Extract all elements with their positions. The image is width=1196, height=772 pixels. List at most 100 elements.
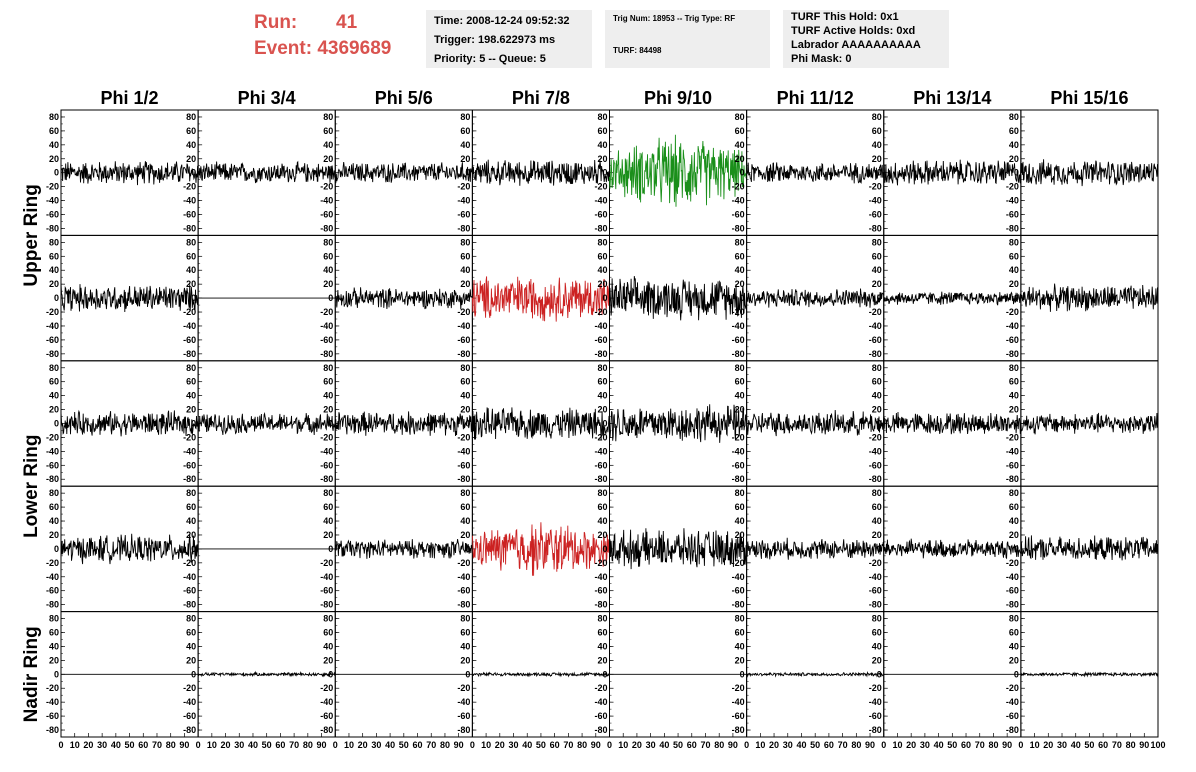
waveform-trace bbox=[746, 537, 885, 560]
y-tick-label: -20 bbox=[183, 558, 196, 568]
waveform-trace bbox=[1020, 283, 1159, 312]
y-tick-label: 80 bbox=[323, 237, 333, 247]
y-tick-label: -80 bbox=[594, 474, 607, 484]
column-title: Phi 5/6 bbox=[375, 88, 433, 108]
y-tick-label: 60 bbox=[186, 502, 196, 512]
y-tick-label: 40 bbox=[872, 391, 882, 401]
x-tick-label: 50 bbox=[673, 740, 683, 750]
y-tick-label: 40 bbox=[323, 265, 333, 275]
y-tick-label: -60 bbox=[869, 711, 882, 721]
waveform-panel: 80 60 40 20 0 -20 -40 -60 -80 bbox=[457, 611, 610, 738]
y-tick-label: 80 bbox=[1009, 488, 1019, 498]
y-tick-label: 20 bbox=[1009, 405, 1019, 415]
waveform-trace bbox=[197, 670, 336, 678]
x-tick-label: 10 bbox=[344, 740, 354, 750]
x-tick-label: 10 bbox=[892, 740, 902, 750]
y-tick-label: 80 bbox=[1009, 237, 1019, 247]
ring-label: Upper Ring bbox=[21, 184, 42, 286]
y-tick-label: 20 bbox=[460, 154, 470, 164]
y-tick-label: -80 bbox=[457, 349, 470, 359]
y-tick-label: 60 bbox=[323, 628, 333, 638]
waveform-trace bbox=[883, 159, 1022, 186]
waveform-trace bbox=[60, 409, 199, 437]
y-tick-label: 80 bbox=[735, 112, 745, 122]
y-tick-label: -80 bbox=[732, 600, 745, 610]
y-tick-label: 60 bbox=[186, 628, 196, 638]
y-tick-label: 0 bbox=[191, 419, 196, 429]
y-tick-label: -20 bbox=[320, 558, 333, 568]
y-tick-label: 40 bbox=[735, 391, 745, 401]
y-tick-label: -60 bbox=[732, 711, 745, 721]
y-tick-label: -20 bbox=[594, 182, 607, 192]
run-value: 41 bbox=[336, 12, 358, 33]
y-tick-label: -60 bbox=[594, 335, 607, 345]
y-tick-label: 20 bbox=[597, 279, 607, 289]
y-tick-label: -40 bbox=[320, 321, 333, 331]
y-tick-label: -60 bbox=[869, 460, 882, 470]
y-tick-label: -40 bbox=[732, 697, 745, 707]
y-tick-label: 20 bbox=[323, 655, 333, 665]
x-tick-label: 50 bbox=[125, 740, 135, 750]
y-tick-label: 20 bbox=[186, 279, 196, 289]
y-tick-label: 60 bbox=[49, 628, 59, 638]
x-tick-label: 90 bbox=[865, 740, 875, 750]
y-tick-label: -40 bbox=[183, 446, 196, 456]
waveform-panel: 80 60 40 20 0 -20 -40 -60 -80 bbox=[869, 485, 1022, 613]
x-tick-label: 100 bbox=[1150, 740, 1165, 750]
waveform-trace bbox=[1020, 535, 1159, 561]
y-tick-label: -40 bbox=[457, 321, 470, 331]
turf-info-box: TURF This Hold: 0x1 TURF Active Holds: 0… bbox=[783, 10, 949, 68]
column-title: Phi 1/2 bbox=[101, 88, 159, 108]
y-tick-label: -80 bbox=[46, 223, 59, 233]
x-tick-label: 90 bbox=[1139, 740, 1149, 750]
waveform-trace bbox=[334, 411, 473, 437]
x-tick-label: 0 bbox=[58, 740, 63, 750]
y-tick-label: 20 bbox=[49, 530, 59, 540]
y-tick-label: -40 bbox=[320, 196, 333, 206]
y-tick-label: -20 bbox=[320, 307, 333, 317]
y-tick-label: 40 bbox=[735, 516, 745, 526]
y-tick-label: 0 bbox=[465, 669, 470, 679]
y-tick-label: 0 bbox=[465, 544, 470, 554]
y-tick-label: 80 bbox=[597, 237, 607, 247]
y-tick-label: 60 bbox=[1009, 502, 1019, 512]
y-tick-label: 0 bbox=[877, 419, 882, 429]
x-tick-label: 80 bbox=[440, 740, 450, 750]
y-tick-label: -40 bbox=[869, 321, 882, 331]
x-tick-label: 30 bbox=[920, 740, 930, 750]
x-tick-label: 70 bbox=[289, 740, 299, 750]
labrador-text: Labrador AAAAAAAAAA bbox=[791, 39, 921, 51]
y-tick-label: 60 bbox=[1009, 628, 1019, 638]
y-tick-label: -20 bbox=[46, 307, 59, 317]
x-tick-label: 0 bbox=[881, 740, 886, 750]
y-tick-label: 80 bbox=[460, 237, 470, 247]
y-tick-label: 60 bbox=[49, 126, 59, 136]
x-tick-label: 20 bbox=[1043, 740, 1053, 750]
y-tick-label: 80 bbox=[49, 363, 59, 373]
waveform-panel: 80 60 40 20 0 -20 -40 -60 -80 bbox=[869, 234, 1022, 362]
x-tick-label: 80 bbox=[1126, 740, 1136, 750]
x-tick-label: 30 bbox=[783, 740, 793, 750]
y-tick-label: 60 bbox=[735, 251, 745, 261]
waveform-panel: 80 60 40 20 0 -20 -40 -60 -80 bbox=[457, 234, 610, 362]
y-tick-label: -60 bbox=[46, 711, 59, 721]
phi-mask-text: Phi Mask: 0 bbox=[791, 53, 852, 65]
x-tick-label: 10 bbox=[618, 740, 628, 750]
y-tick-label: -80 bbox=[594, 349, 607, 359]
y-tick-label: 20 bbox=[323, 154, 333, 164]
waveform-trace bbox=[1020, 412, 1159, 435]
x-tick-label: 0 bbox=[1018, 740, 1023, 750]
y-tick-label: -60 bbox=[869, 335, 882, 345]
y-tick-label: 80 bbox=[186, 112, 196, 122]
priority-queue-text: Priority: 5 -- Queue: 5 bbox=[434, 53, 546, 65]
y-tick-label: -60 bbox=[1006, 711, 1019, 721]
waveform-panel: 80 60 40 20 0 -20 -40 -60 -80 bbox=[183, 109, 336, 236]
waveform-panel: 80 60 40 20 0 -20 -40 -60 -80 bbox=[457, 360, 610, 487]
y-tick-label: -20 bbox=[869, 683, 882, 693]
y-tick-label: 40 bbox=[186, 140, 196, 150]
x-tick-label: 40 bbox=[659, 740, 669, 750]
y-tick-label: -40 bbox=[594, 572, 607, 582]
y-tick-label: -60 bbox=[594, 210, 607, 220]
waveform-trace bbox=[609, 134, 748, 207]
waveform-trace bbox=[472, 671, 610, 678]
